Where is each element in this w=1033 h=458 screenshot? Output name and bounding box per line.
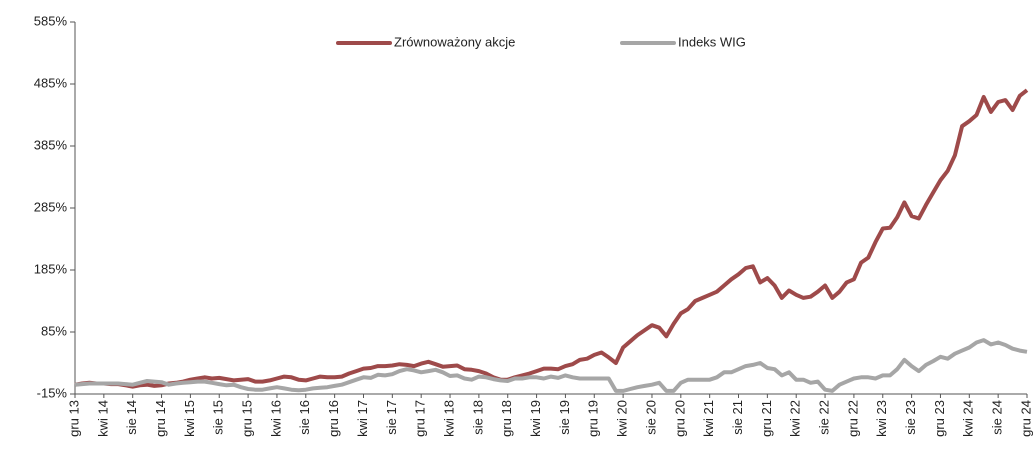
- legend-label: Indeks WIG: [678, 34, 746, 49]
- x-tick-label: gru 16: [326, 400, 341, 437]
- y-tick-label: 185%: [34, 261, 68, 276]
- x-tick-label: kwi 20: [615, 400, 630, 437]
- x-tick-label: kwi 22: [788, 400, 803, 437]
- x-tick-label: sie 14: [124, 400, 139, 435]
- y-tick-label: 85%: [41, 323, 67, 338]
- y-tick-label: -15%: [37, 385, 68, 400]
- x-tick-label: gru 20: [672, 400, 687, 437]
- y-tick-label: 585%: [34, 13, 68, 28]
- x-tick-label: kwi 21: [701, 400, 716, 437]
- series-line: [74, 88, 1029, 389]
- y-tick-label: 485%: [34, 75, 68, 90]
- x-tick-label: sie 22: [816, 400, 831, 435]
- x-tick-label: gru 19: [586, 400, 601, 437]
- x-tick-label: sie 19: [557, 400, 572, 435]
- x-tick-label: gru 21: [759, 400, 774, 437]
- x-tick-label: kwi 23: [874, 400, 889, 437]
- x-tick-label: gru 18: [499, 400, 514, 437]
- x-tick-label: gru 15: [240, 400, 255, 437]
- y-tick-label: 285%: [34, 199, 68, 214]
- x-tick-label: sie 18: [470, 400, 485, 435]
- x-tick-label: sie 21: [730, 400, 745, 435]
- x-tick-label: kwi 16: [268, 400, 283, 437]
- x-tick-label: kwi 24: [961, 400, 976, 437]
- x-tick-label: gru 17: [413, 400, 428, 437]
- x-tick-label: kwi 17: [355, 400, 370, 437]
- x-tick-label: gru 22: [845, 400, 860, 437]
- x-tick-label: gru 24: [1018, 400, 1033, 437]
- x-tick-label: sie 23: [903, 400, 918, 435]
- series-line: [74, 338, 1028, 393]
- x-tick-label: gru 13: [66, 400, 81, 437]
- x-tick-label: kwi 19: [528, 400, 543, 437]
- x-tick-label: kwi 15: [182, 400, 197, 437]
- x-tick-label: sie 15: [211, 400, 226, 435]
- legend-label: Zrównoważony akcje: [394, 34, 515, 49]
- x-tick-label: kwi 18: [441, 400, 456, 437]
- x-tick-label: gru 23: [932, 400, 947, 437]
- x-tick-label: sie 24: [990, 400, 1005, 435]
- x-tick-label: sie 17: [384, 400, 399, 435]
- x-tick-label: kwi 14: [95, 400, 110, 437]
- y-tick-label: 385%: [34, 137, 68, 152]
- x-tick-label: gru 14: [153, 400, 168, 437]
- x-tick-label: sie 16: [297, 400, 312, 435]
- x-tick-label: sie 20: [643, 400, 658, 435]
